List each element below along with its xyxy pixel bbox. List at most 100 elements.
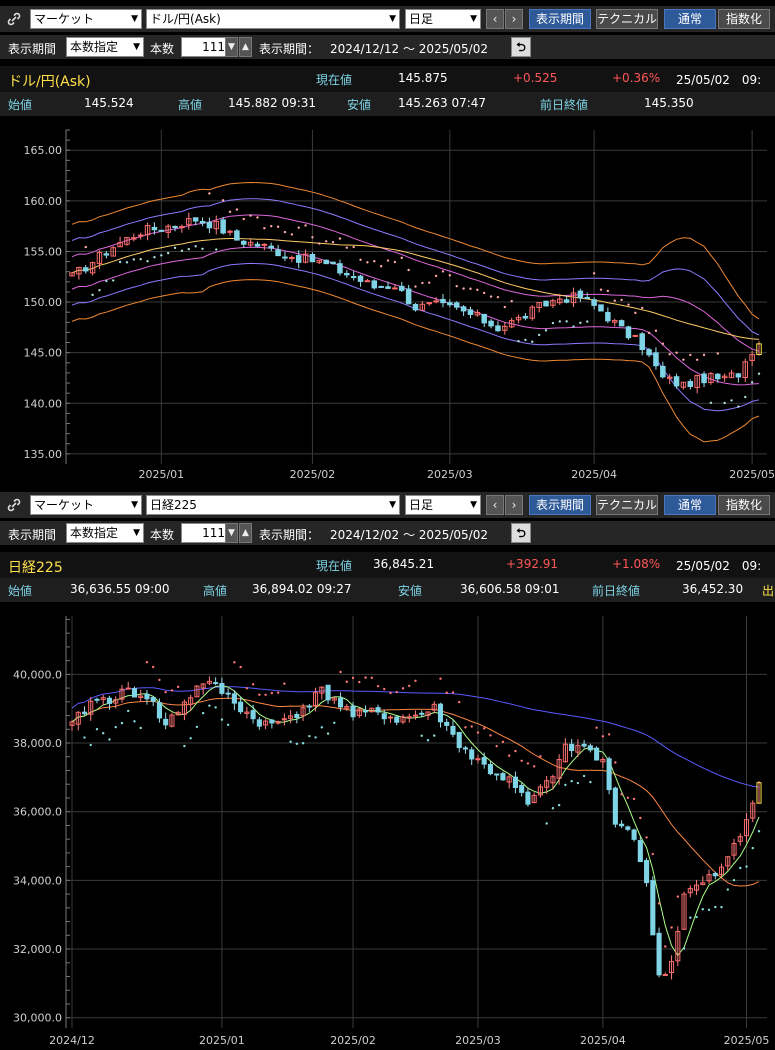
candle-body (131, 237, 137, 240)
reset-button[interactable]: ⮌ (511, 37, 531, 57)
chevron-down-icon: ▼ (470, 14, 477, 24)
prev-button[interactable]: ‹ (486, 9, 504, 29)
candle-body (419, 712, 425, 715)
parabolic-sar-dot (164, 691, 167, 694)
candle-down (350, 701, 356, 721)
candle-up (188, 694, 194, 711)
timeframe-select[interactable]: 日足 ▼ (405, 9, 481, 29)
technical-button[interactable]: テクニカル (596, 495, 658, 515)
candle-body (275, 249, 281, 257)
normal-button[interactable]: 通常 (664, 495, 716, 515)
count-input[interactable]: 111 (181, 523, 229, 543)
index-button[interactable]: 指数化 (718, 495, 770, 515)
y-tick-label: 40,000.0 (13, 668, 62, 681)
candle-down (512, 771, 518, 794)
moving-average-mid (71, 697, 760, 887)
y-tick-label: 30,000.0 (13, 1012, 62, 1025)
bollinger-upper-2sd (71, 198, 760, 336)
candle-up (731, 838, 737, 860)
candle-body (563, 299, 570, 303)
parabolic-sar-dot (682, 358, 685, 361)
candle-body (475, 758, 481, 761)
normal-button[interactable]: 通常 (664, 9, 716, 29)
candle-body (289, 257, 295, 260)
candle-up (244, 706, 250, 719)
timeframe-select[interactable]: 日足 ▼ (405, 495, 481, 515)
candle-down (234, 229, 240, 241)
period-mode-select[interactable]: 本数指定 ▼ (66, 37, 144, 57)
technical-button[interactable]: テクニカル (596, 9, 658, 29)
nikkei-candlestick-chart[interactable]: 30,000.0 32,000.0 34,000.0 36,000.0 38,000.0… (0, 602, 775, 1050)
display-period-button[interactable]: 表示期間 (529, 495, 591, 515)
candle-up (281, 713, 287, 726)
parabolic-sar-dot (376, 684, 380, 688)
parabolic-sar-dot (551, 807, 555, 810)
candle-body (158, 229, 165, 232)
candle-down (462, 745, 469, 754)
candle-body (495, 325, 501, 332)
instrument-select[interactable]: ドル/円(Ask) ▼ (146, 9, 400, 29)
next-button[interactable]: › (505, 495, 523, 515)
reset-button[interactable]: ⮌ (511, 523, 531, 543)
parabolic-sar-dot (601, 735, 605, 738)
parabolic-sar-dot (626, 796, 630, 799)
usdjpy-candlestick-chart[interactable]: 135.00 140.00 145.00 150.00 155.00 160.00 165.… (0, 118, 775, 484)
display-period-button[interactable]: 表示期間 (529, 9, 591, 29)
bollinger-upper-1sd (71, 214, 760, 352)
parabolic-sar-dot (586, 320, 589, 323)
chevron-down-icon: ▼ (131, 500, 138, 510)
next-button[interactable]: › (505, 9, 523, 29)
parabolic-sar-dot (524, 338, 527, 342)
count-decrement[interactable]: ▼ (225, 37, 238, 57)
candle-body (728, 372, 735, 379)
candle-body (113, 699, 119, 704)
candle-body (706, 874, 712, 882)
period-mode-select[interactable]: 本数指定 ▼ (66, 523, 144, 543)
ohlc-bar: 始値 36,636.55 09:00 高値 36,894.02 09:27 安値… (0, 578, 775, 602)
candle-body (694, 374, 700, 388)
parabolic-sar-dot (714, 905, 717, 909)
candle-up (137, 232, 144, 240)
market-select[interactable]: マーケット ▼ (30, 495, 142, 515)
parabolic-sar-dot (208, 192, 211, 195)
overflow-indicator: 出 (762, 584, 775, 598)
market-select[interactable]: マーケット ▼ (30, 9, 142, 29)
parabolic-sar-dot (670, 926, 673, 929)
candle-down (371, 279, 378, 290)
parabolic-sar-dot (151, 665, 155, 669)
link-icon[interactable] (6, 11, 22, 27)
prev-button[interactable]: ‹ (486, 495, 504, 515)
candle-body (364, 280, 371, 283)
candle-body (525, 791, 531, 805)
candle-up (316, 259, 323, 265)
instrument-select[interactable]: 日経225 ▼ (146, 495, 400, 515)
candle-up (69, 272, 75, 277)
parabolic-sar-dot (245, 687, 249, 690)
bollinger-lower-3sd (71, 279, 760, 443)
parabolic-sar-dot (187, 247, 190, 251)
candle-up (110, 246, 116, 257)
candle-down (81, 706, 88, 716)
parabolic-sar-dot (532, 765, 536, 768)
candle-body (165, 225, 171, 233)
candle-down (495, 321, 501, 332)
parabolic-sar-dot (331, 240, 335, 244)
candle-up (681, 891, 687, 930)
count-label: 本数 (150, 42, 175, 56)
parabolic-sar-dot (607, 733, 611, 736)
count-decrement[interactable]: ▼ (225, 523, 238, 543)
candle-up (662, 972, 668, 977)
parabolic-sar-dot (557, 803, 561, 807)
count-increment[interactable]: ▲ (239, 523, 252, 543)
parabolic-sar-dot (308, 734, 311, 738)
chevron-down-icon: ▼ (470, 500, 477, 510)
index-button[interactable]: 指数化 (718, 9, 770, 29)
instrument-select-value: 日経225 (150, 498, 197, 512)
candle-body (735, 373, 742, 378)
candle-down (405, 285, 412, 305)
count-input[interactable]: 111 (181, 37, 229, 57)
candle-body (531, 794, 537, 804)
candle-up (387, 715, 394, 723)
link-icon[interactable] (6, 497, 22, 513)
count-increment[interactable]: ▲ (239, 37, 252, 57)
